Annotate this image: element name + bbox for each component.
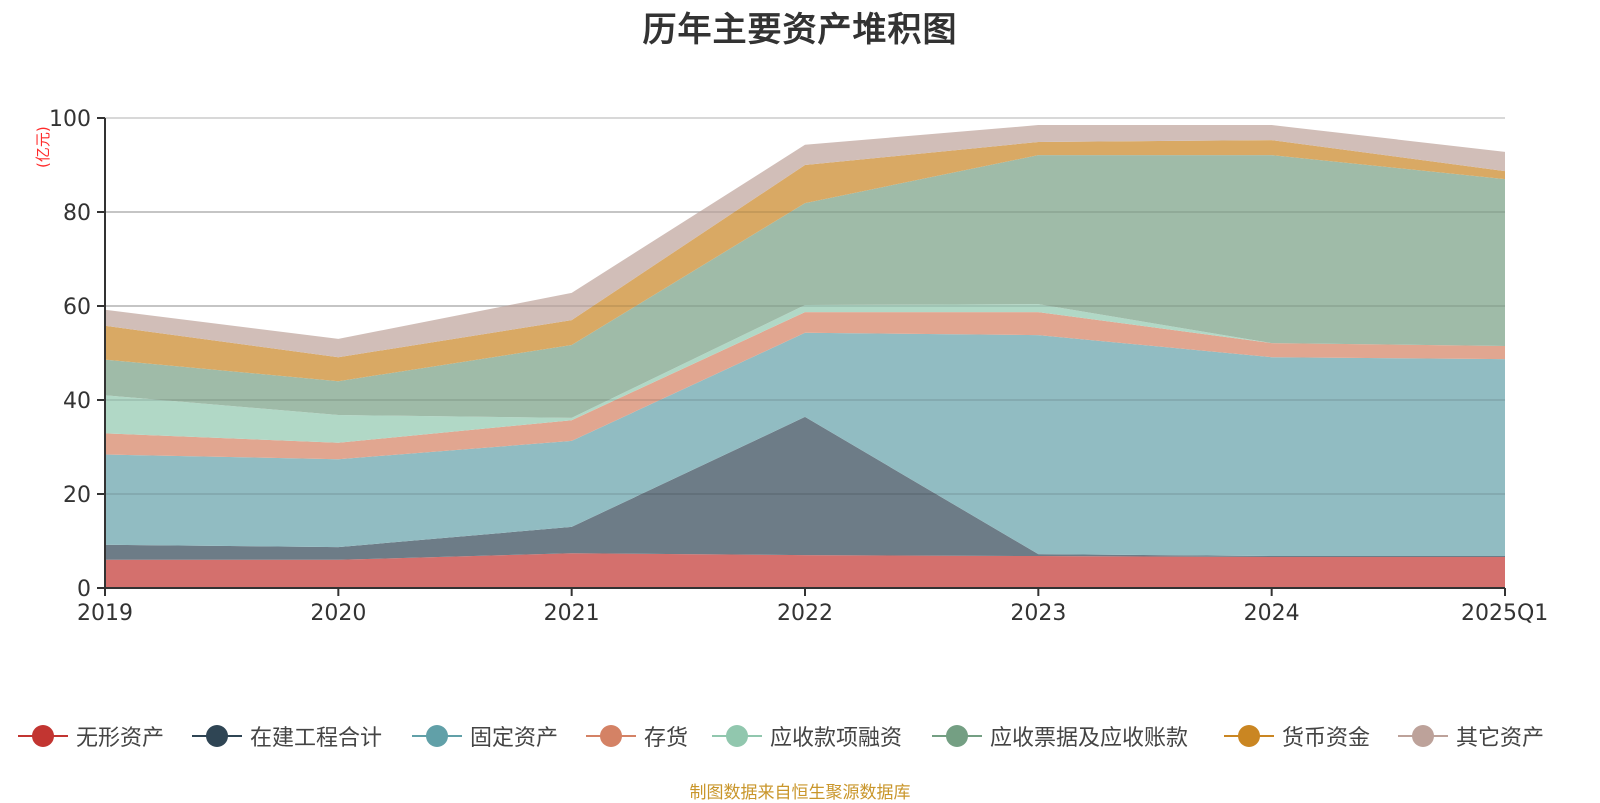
legend-marker-icon — [412, 723, 462, 749]
legend-marker-icon — [932, 723, 982, 749]
legend-marker-icon — [192, 723, 242, 749]
legend-label: 固定资产 — [470, 726, 559, 751]
y-tick-label: 20 — [63, 483, 91, 508]
legend-item-4[interactable]: 应收款项融资 — [712, 718, 902, 754]
y-tick-label: 60 — [63, 295, 91, 320]
area-series-4[interactable] — [105, 304, 1505, 443]
legend-label: 存货 — [644, 726, 689, 751]
x-tick-label: 2019 — [77, 601, 133, 626]
x-tick-label: 2021 — [544, 601, 600, 626]
legend-item-5[interactable]: 应收票据及应收账款 — [932, 718, 1188, 754]
area-series-0[interactable] — [105, 553, 1505, 588]
legend-item-2[interactable]: 固定资产 — [412, 718, 558, 754]
legend-marker-icon — [1398, 723, 1448, 749]
legend-label: 货币资金 — [1282, 726, 1371, 751]
legend-marker-icon — [1224, 723, 1274, 749]
area-series-7[interactable] — [105, 125, 1505, 358]
y-tick-label: 40 — [63, 389, 91, 414]
legend-marker-icon — [586, 723, 636, 749]
source-footnote: 制图数据来自恒生聚源数据库 — [689, 783, 911, 803]
x-tick-label: 2023 — [1010, 601, 1066, 626]
legend-marker-icon — [712, 723, 762, 749]
y-tick-label: 100 — [49, 107, 91, 132]
area-series-6[interactable] — [105, 140, 1505, 382]
legend-item-6[interactable]: 货币资金 — [1224, 718, 1370, 754]
legend-marker-icon — [18, 723, 68, 749]
area-series — [105, 125, 1505, 588]
legend-label: 其它资产 — [1456, 726, 1545, 751]
x-tick-label: 2024 — [1244, 601, 1300, 626]
legend-item-0[interactable]: 无形资产 — [18, 718, 164, 754]
legend-label: 应收票据及应收账款 — [990, 726, 1189, 751]
legend-item-7[interactable]: 其它资产 — [1398, 718, 1544, 754]
area-series-1[interactable] — [105, 416, 1505, 560]
legend-item-3[interactable]: 存货 — [586, 718, 688, 754]
legend-label: 应收款项融资 — [770, 726, 903, 751]
chart-title: 历年主要资产堆积图 — [642, 10, 958, 50]
legend-label: 无形资产 — [76, 726, 165, 751]
area-series-2[interactable] — [105, 332, 1505, 557]
y-tick-label: 80 — [63, 201, 91, 226]
y-tick-label: 0 — [77, 577, 91, 602]
legend: 无形资产 在建工程合计 固定资产 存货 应收款项融资 应收票据及应收账款 货币资金 其它资产 — [0, 718, 1600, 754]
x-tick-label: 2022 — [777, 601, 833, 626]
area-series-3[interactable] — [105, 312, 1505, 460]
x-tick-label: 2020 — [310, 601, 366, 626]
area-series-5[interactable] — [105, 155, 1505, 418]
legend-label: 在建工程合计 — [250, 726, 383, 751]
stacked-area-chart: 0 20 40 60 80 100 2019 2020 2021 2022 2023 2024 2025… — [49, 107, 1548, 626]
axes: 0 20 40 60 80 100 2019 2020 2021 2022 2023 2024 2025… — [49, 107, 1548, 626]
x-tick-label: 2025Q1 — [1461, 601, 1548, 626]
legend-item-1[interactable]: 在建工程合计 — [192, 718, 382, 754]
